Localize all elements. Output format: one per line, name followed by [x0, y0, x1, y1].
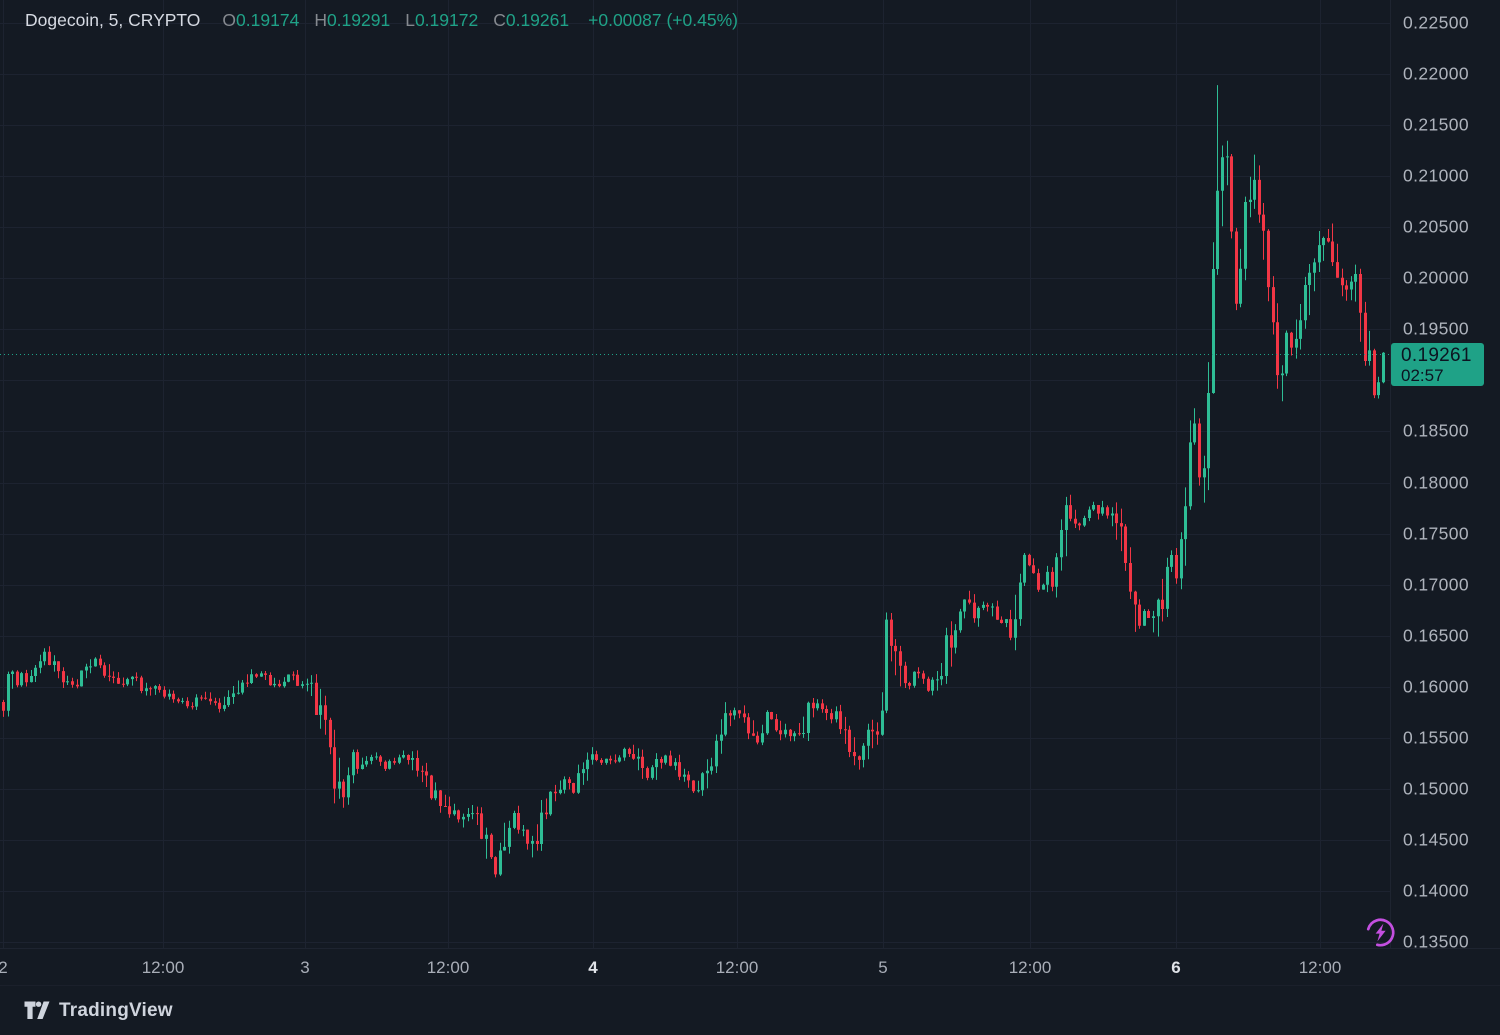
- price-axis-label: 0.22000: [1403, 63, 1470, 84]
- price-scale[interactable]: 0.22500 0.22000 0.21500 0.21000 0.20500 0.200…: [1390, 0, 1500, 952]
- time-axis-label: 5: [878, 958, 888, 977]
- time-axis-label: 12:00: [141, 958, 185, 977]
- lightning-bolt-icon: [1375, 923, 1386, 942]
- price-axis-label: 0.16500: [1403, 625, 1470, 646]
- price-axis-label: 0.21000: [1403, 165, 1470, 186]
- time-axis-label: 12:00: [426, 958, 470, 977]
- ohlc-low: L0.19172: [405, 10, 478, 31]
- last-price-value: 0.19261: [1401, 345, 1472, 366]
- time-axis-label: 6: [1171, 958, 1181, 977]
- time-axis-label: 12:00: [1008, 958, 1052, 977]
- time-axis-label: 2: [0, 958, 8, 977]
- price-axis-label: 0.20500: [1403, 216, 1470, 237]
- ohlc-high: H0.19291: [314, 10, 390, 31]
- footer-bar: TradingView: [0, 985, 1500, 1035]
- symbol-title[interactable]: Dogecoin, 5, CRYPTO: [25, 10, 201, 30]
- tradingview-logo-text: TradingView: [59, 999, 173, 1021]
- time-scale[interactable]: 2 12:00 3 12:00 4 12:00 5 12:00 6 12:00: [0, 948, 1500, 986]
- lightning-button[interactable]: [1362, 914, 1399, 951]
- ohlc-open: O0.19174: [222, 10, 299, 31]
- price-axis-label: 0.17500: [1403, 523, 1470, 544]
- ohlc-close: C0.19261: [493, 10, 569, 31]
- price-axis-label: 0.15000: [1403, 778, 1470, 799]
- ohlc-close-label: C: [493, 10, 506, 30]
- price-axis-label: 0.14500: [1403, 829, 1470, 850]
- price-axis-label: 0.22500: [1403, 12, 1470, 33]
- time-axis-label: 3: [300, 958, 310, 977]
- price-axis-label: 0.17000: [1403, 574, 1470, 595]
- last-price-badge: 0.19261 02:57: [1391, 343, 1484, 386]
- price-axis-label: 0.18000: [1403, 472, 1470, 493]
- ohlc-open-label: O: [222, 10, 237, 30]
- tradingview-logo[interactable]: TradingView: [24, 1000, 173, 1022]
- price-axis-label: 0.15500: [1403, 727, 1470, 748]
- chart-canvas[interactable]: [0, 0, 1390, 948]
- ohlc-close-value: 0.19261: [505, 10, 570, 30]
- price-axis-label: 0.20000: [1403, 267, 1470, 288]
- ohlc-high-label: H: [314, 10, 327, 30]
- time-axis-label: 12:00: [715, 958, 759, 977]
- ohlc-low-value: 0.19172: [414, 10, 479, 30]
- ohlc-high-value: 0.19291: [326, 10, 391, 30]
- lightning-circle-icon: [1366, 918, 1395, 947]
- ohlc-open-value: 0.19174: [236, 10, 300, 30]
- legend: Dogecoin, 5, CRYPTO O0.19174 H0.19291 L0…: [25, 10, 738, 31]
- change-value: +0.00087 (+0.45%): [588, 10, 738, 30]
- price-axis-label: 0.21500: [1403, 114, 1470, 135]
- time-axis-label: 12:00: [1298, 958, 1342, 977]
- ohlc-low-label: L: [405, 10, 415, 30]
- price-axis-label: 0.13500: [1403, 931, 1470, 952]
- price-axis-label: 0.19500: [1403, 318, 1470, 339]
- bar-countdown: 02:57: [1401, 366, 1444, 385]
- chart-canvas-svg: [0, 0, 1390, 948]
- price-axis-label: 0.18500: [1403, 420, 1470, 441]
- price-axis-label: 0.14000: [1403, 880, 1470, 901]
- price-axis-label: 0.16000: [1403, 676, 1470, 697]
- time-axis-label: 4: [588, 958, 598, 977]
- tradingview-logo-icon: [24, 1001, 50, 1019]
